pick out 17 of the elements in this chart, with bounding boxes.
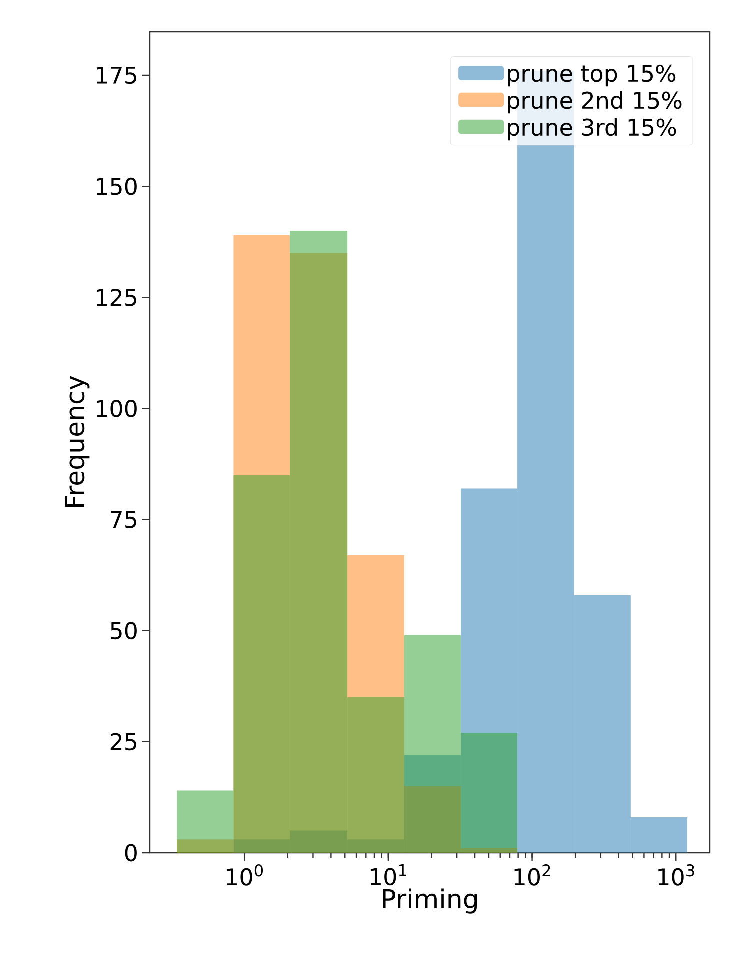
x-tick-label: 10$^{3}$ xyxy=(658,864,694,886)
y-tick-label: 150 xyxy=(97,178,137,196)
y-tick-label: 125 xyxy=(97,288,136,306)
legend-label: prune top 15% xyxy=(508,64,676,87)
y-tick-label: 25 xyxy=(110,733,136,751)
x-axis-title: Priming xyxy=(383,888,477,914)
y-tick-label: 100 xyxy=(97,400,137,418)
x-tick-label: 10$^{1}$ xyxy=(370,864,406,886)
y-tick-label: 50 xyxy=(110,622,137,640)
y-tick-label: 0 xyxy=(125,844,137,862)
legend-label: prune 3rd 15% xyxy=(508,118,676,141)
x-tick-label: 10$^{0}$ xyxy=(227,864,264,886)
legend-label: prune 2nd 15% xyxy=(508,91,682,114)
x-tick-label: 10$^{2}$ xyxy=(514,864,550,886)
y-tick-label: 75 xyxy=(111,511,136,528)
y-tick-label: 175 xyxy=(97,66,136,84)
y-axis-title: Frequency xyxy=(65,376,90,508)
